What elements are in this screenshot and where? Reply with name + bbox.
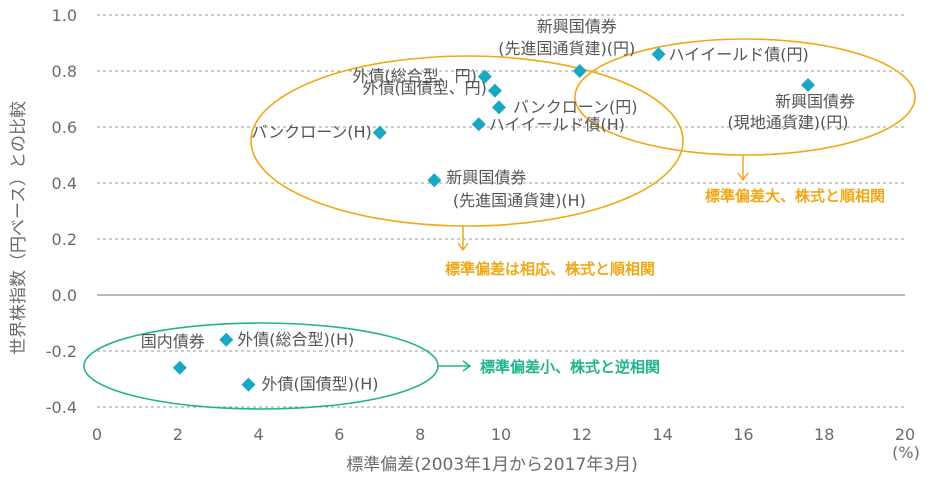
- point-label: バンクローン(H): [251, 123, 372, 142]
- x-tick-label: 6: [334, 425, 344, 444]
- callout-arrow-head: [462, 360, 472, 372]
- y-tick-label: 0.6: [52, 118, 77, 137]
- x-tick-label: 12: [572, 425, 592, 444]
- scatter-point: [427, 173, 442, 188]
- scatter-point: [471, 117, 486, 132]
- callout-text: 標準偏差大、株式と順相関: [705, 187, 885, 205]
- scatter-point: [651, 47, 666, 62]
- y-tick-label: -0.2: [46, 342, 77, 361]
- y-tick-label: 0.4: [52, 174, 77, 193]
- scatter-point: [372, 125, 387, 140]
- x-tick-label: 8: [415, 425, 425, 444]
- y-axis-title: 世界株指数（円ベース）との比較: [9, 101, 29, 355]
- axes: -0.4 -0.2 0.0 0.2 0.4 0.6 0.8 1.0 0 2 4 6 8 10 12 14 16 1…: [46, 6, 915, 444]
- point-label: 外債(国債型、円): [362, 79, 487, 98]
- data-points: [172, 47, 816, 392]
- point-label: ハイイールド債(H): [489, 115, 625, 134]
- scatter-point: [219, 332, 234, 347]
- scatter-point: [241, 377, 256, 392]
- point-labels: 外債(総合型、円)外債(国債型、円) バンクローン(円)ハイイールド債(H) バンク…: [141, 17, 855, 394]
- y-tick-label: 0.8: [52, 62, 77, 81]
- gridlines: [97, 14, 905, 408]
- x-tick-label: 20: [895, 425, 915, 444]
- x-tick-label: 10: [491, 425, 511, 444]
- point-label: 国内債券: [141, 332, 205, 351]
- y-tick-label: -0.4: [46, 398, 77, 417]
- cluster-ellipse-middle: [250, 55, 684, 227]
- point-label: (先進国通貨建)(H): [453, 191, 586, 210]
- point-label: 外債(総合型)(H): [237, 330, 354, 349]
- y-tick-label: 1.0: [52, 6, 77, 25]
- x-tick-label: 18: [814, 425, 834, 444]
- scatter-point: [572, 64, 587, 78]
- x-axis-unit: (%): [892, 443, 920, 462]
- callout-arrow-head: [457, 242, 469, 252]
- point-label: 外債(総合型、円): [352, 67, 477, 86]
- x-tick-label: 0: [92, 425, 102, 444]
- point-label: バンクローン(円): [513, 97, 638, 116]
- point-label: (先進国通貨建)(円): [498, 39, 635, 58]
- point-label: 外債(国債型)(H): [262, 375, 379, 394]
- scatter-point: [477, 69, 492, 84]
- point-label: ハイイールド債(円): [669, 45, 809, 64]
- callout-text: 標準偏差小、株式と逆相関: [480, 358, 660, 376]
- scatter-point: [491, 100, 506, 115]
- x-tick-label: 14: [652, 425, 672, 444]
- cluster-ellipse-high: [574, 38, 916, 156]
- x-tick-label: 2: [173, 425, 183, 444]
- callout-arrow-head: [737, 172, 749, 182]
- point-label: 新興国債券: [537, 17, 617, 36]
- x-axis-title: 標準偏差(2003年1月から2017年3月): [346, 455, 637, 475]
- point-label: (現地通貨建)(円): [728, 113, 849, 132]
- y-tick-label: 0.2: [52, 230, 77, 249]
- scatter-point: [172, 360, 187, 375]
- x-tick-label: 4: [254, 425, 264, 444]
- callout-text: 標準偏差は相応、株式と順相関: [445, 260, 655, 278]
- x-tick-label: 16: [733, 425, 753, 444]
- scatter-point: [801, 78, 816, 92]
- y-tick-label: 0.0: [52, 286, 77, 305]
- point-label: 新興国債券: [775, 92, 855, 111]
- scatter-point: [487, 83, 502, 98]
- point-label: 新興国債券: [446, 168, 526, 187]
